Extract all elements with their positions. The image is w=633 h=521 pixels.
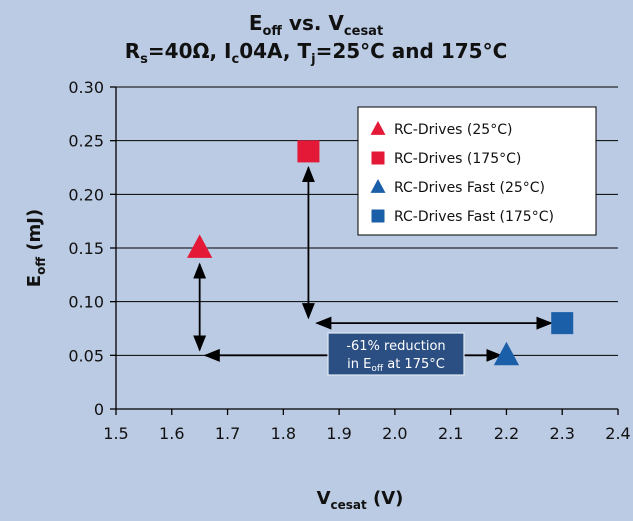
data-point-0 [187, 234, 213, 258]
x-tick-label: 2.3 [549, 424, 574, 443]
y-tick-label: 0.25 [68, 132, 104, 151]
legend: RC-Drives (25°C) RC-Drives (175°C) RC-Driv… [357, 106, 597, 236]
y-tick-label: 0.20 [68, 185, 104, 204]
data-point-3 [551, 312, 574, 335]
reduction-annotation: -61% reduction in Eoff at 175°C [327, 332, 465, 376]
x-tick-label: 2.1 [438, 424, 463, 443]
x-tick-label: 2.4 [605, 424, 630, 443]
y-tick-label: 0.30 [68, 78, 104, 97]
data-point-1 [297, 140, 320, 163]
legend-marker [371, 151, 385, 165]
x-tick-label: 1.9 [326, 424, 351, 443]
x-tick-label: 1.6 [159, 424, 184, 443]
x-tick-label: 2.2 [494, 424, 519, 443]
legend-box [357, 106, 597, 236]
legend-label: RC-Drives (25°C) [394, 122, 512, 138]
y-axis-label: Eoff (mJ) [24, 209, 48, 287]
y-tick-label: 0.05 [68, 346, 104, 365]
annotation-line2: in Eoff at 175°C [347, 357, 445, 374]
tick-labels: 0 0.05 0.10 0.15 0.20 0.25 0.30 1.5 1.6 1.7 1.8 1.9… [68, 78, 630, 443]
legend-label: RC-Drives Fast (25°C) [394, 180, 545, 196]
chart-title-line2: Rs=40Ω, Ic04A, Tj=25°C and 175°C [125, 39, 508, 67]
x-tick-label: 2.0 [382, 424, 407, 443]
data-point-2 [493, 341, 520, 366]
annotation-line2-sub: off [371, 364, 384, 374]
legend-marker [370, 178, 386, 193]
x-tick-label: 1.5 [103, 424, 128, 443]
annotation-line1: -61% reduction [346, 339, 445, 354]
legend-marker [371, 209, 385, 223]
legend-marker [370, 120, 386, 135]
x-tick-label: 1.7 [215, 424, 240, 443]
annotation-line2-post: at 175°C [383, 357, 445, 372]
annotation-line2-pre: in E [347, 357, 371, 372]
legend-label: RC-Drives Fast (175°C) [394, 209, 554, 225]
annotation-box [327, 332, 465, 376]
x-axis-label: Vcesat (V) [317, 488, 404, 512]
y-tick-label: 0.15 [68, 239, 104, 258]
legend-label: RC-Drives (175°C) [394, 151, 521, 167]
chart-title-line1: Eoff vs. Vcesat [249, 11, 383, 39]
data-points [187, 140, 574, 366]
x-tick-label: 1.8 [271, 424, 296, 443]
y-tick-label: 0 [94, 400, 104, 419]
y-tick-label: 0.10 [68, 293, 104, 312]
